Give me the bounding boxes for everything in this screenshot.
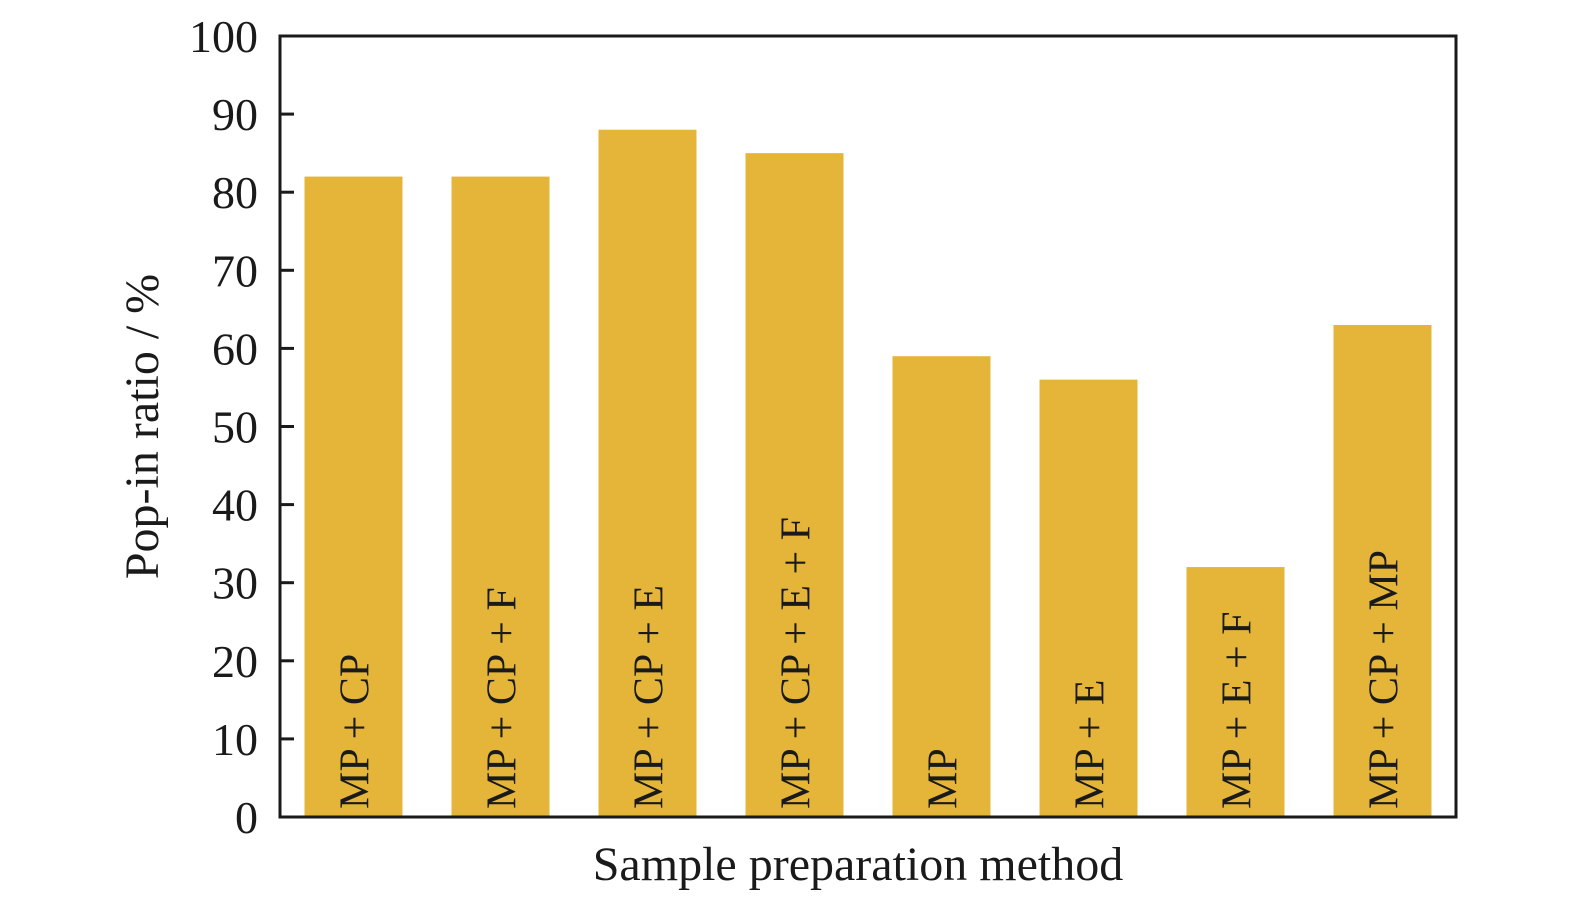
y-tick-label: 80 [212, 167, 258, 218]
y-tick-label: 50 [212, 402, 258, 453]
bar-category-label: MP + CP + E [627, 585, 673, 809]
y-tick-label: 70 [212, 245, 258, 296]
bar [451, 176, 550, 817]
y-tick-label: 40 [212, 480, 258, 531]
bar [1333, 324, 1432, 817]
y-tick-label: 0 [235, 792, 258, 843]
bar [304, 176, 403, 817]
x-axis-label: Sample preparation method [593, 838, 1124, 891]
bar-category-label: MP + E + F [1215, 611, 1261, 809]
bar-category-label: MP + E [1068, 680, 1114, 810]
plot-frame [278, 34, 1458, 819]
bar [892, 356, 991, 817]
bar-category-label: MP + CP + E + F [774, 517, 820, 809]
bar-category-label: MP + CP + F [480, 587, 526, 809]
y-axis-label: Pop-in ratio / % [116, 274, 169, 579]
bar-category-label: MP + CP + MP [1362, 550, 1408, 809]
bar-category-label: MP + CP [333, 654, 379, 809]
y-tick-label: 60 [212, 323, 258, 374]
y-axis-ticks: 0 10 20 30 40 50 60 70 80 90 100 [189, 11, 294, 843]
bar-labels: MP + CP MP + CP + F MP + CP + E MP + CP + E… [333, 517, 1408, 809]
bar [1186, 567, 1285, 817]
y-tick-label: 20 [212, 636, 258, 687]
bar-category-label: MP [921, 748, 967, 809]
bar [1039, 379, 1138, 817]
bar [598, 129, 697, 818]
bars [304, 129, 1432, 818]
bar [745, 153, 844, 817]
y-tick-label: 10 [212, 714, 258, 765]
y-tick-label: 100 [189, 11, 258, 62]
y-tick-label: 90 [212, 89, 258, 140]
y-tick-label: 30 [212, 558, 258, 609]
